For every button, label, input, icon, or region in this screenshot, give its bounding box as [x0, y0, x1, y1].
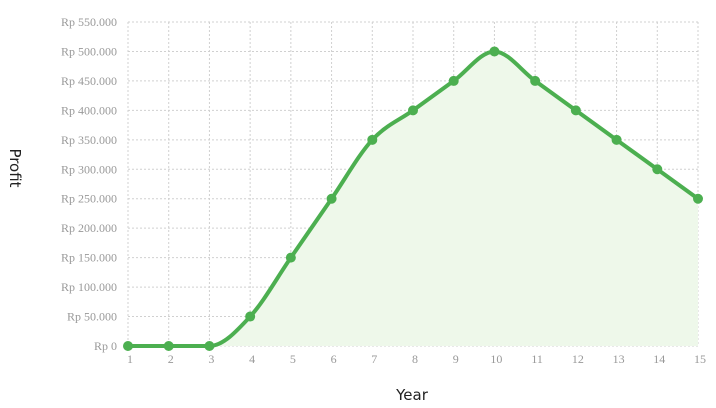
data-point — [285, 252, 296, 263]
y-tick-label: Rp 50.000 — [67, 310, 117, 324]
x-tick-label: 13 — [613, 352, 625, 366]
x-tick-label: 2 — [168, 352, 174, 366]
data-point — [570, 105, 581, 116]
x-tick-label: 6 — [331, 352, 337, 366]
data-point — [367, 134, 378, 145]
x-axis-ticks: 1 2 3 4 5 6 7 8 9 10 11 12 13 14 15 — [127, 352, 706, 366]
data-point — [163, 341, 174, 351]
x-tick-label: 14 — [653, 352, 665, 366]
x-tick-label: 15 — [694, 352, 706, 366]
y-axis-label: Profit — [6, 148, 24, 187]
data-point — [530, 75, 541, 86]
y-tick-label: Rp 400.000 — [61, 103, 117, 117]
y-tick-label: Rp 550.000 — [61, 15, 117, 29]
y-tick-label: Rp 350.000 — [61, 133, 117, 147]
x-tick-label: 8 — [412, 352, 418, 366]
y-tick-label: Rp 500.000 — [61, 44, 117, 58]
x-tick-label: 5 — [290, 352, 296, 366]
y-tick-label: Rp 450.000 — [61, 74, 117, 88]
series-area — [128, 51, 698, 347]
y-tick-label: Rp 100.000 — [61, 280, 117, 294]
data-point — [123, 341, 133, 351]
y-tick-label: Rp 0 — [94, 339, 117, 353]
data-point — [204, 341, 215, 351]
data-point — [326, 193, 337, 204]
data-point — [245, 311, 256, 322]
data-point — [693, 193, 703, 204]
data-point — [611, 134, 622, 145]
x-tick-label: 12 — [572, 352, 584, 366]
x-axis-label: Year — [395, 386, 429, 404]
x-tick-label: 7 — [371, 352, 377, 366]
y-tick-label: Rp 300.000 — [61, 162, 117, 176]
data-point — [408, 105, 418, 116]
x-tick-label: 4 — [249, 352, 255, 366]
data-point — [448, 75, 459, 86]
x-tick-label: 11 — [531, 352, 543, 366]
data-point — [489, 46, 500, 57]
data-point — [652, 164, 663, 175]
y-axis-ticks: Rp 0 Rp 50.000 Rp 100.000 Rp 150.000 Rp 200.… — [61, 15, 117, 353]
y-tick-label: Rp 150.000 — [61, 251, 117, 265]
x-tick-label: 1 — [127, 352, 133, 366]
x-tick-label: 10 — [490, 352, 502, 366]
y-tick-label: Rp 200.000 — [61, 221, 117, 235]
x-tick-label: 3 — [208, 352, 214, 366]
y-tick-label: Rp 250.000 — [61, 192, 117, 206]
data-points — [123, 46, 703, 351]
x-tick-label: 9 — [453, 352, 459, 366]
